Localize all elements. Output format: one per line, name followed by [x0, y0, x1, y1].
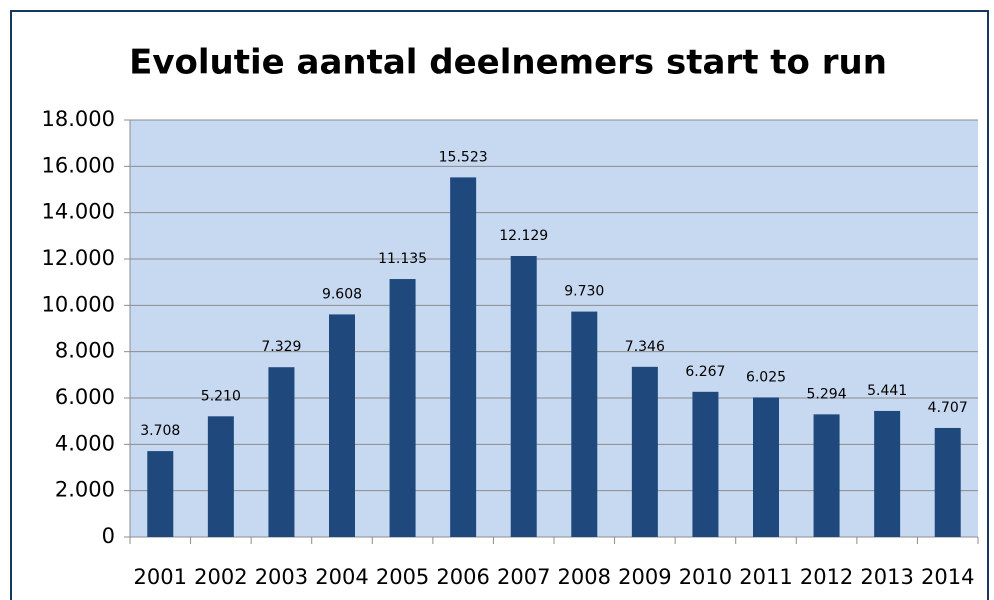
data-label: 6.267 [685, 364, 725, 380]
bar [510, 256, 537, 537]
x-tick-label: 2010 [679, 565, 732, 589]
x-tick-label: 2009 [618, 565, 671, 589]
data-label: 7.329 [261, 339, 301, 355]
x-tick-label: 2004 [315, 565, 368, 589]
x-tick-label: 2005 [376, 565, 429, 589]
chart-title: Evolutie aantal deelnemers start to run [129, 43, 887, 83]
plot-area [130, 120, 978, 537]
y-tick-label: 18.000 [42, 107, 115, 131]
y-tick-label: 12.000 [42, 246, 115, 270]
y-tick-label: 10.000 [42, 292, 115, 316]
x-tick-label: 2012 [800, 565, 853, 589]
bar [450, 177, 477, 537]
y-tick-label: 14.000 [42, 200, 115, 224]
data-label: 4.707 [928, 400, 968, 416]
bar [753, 397, 779, 537]
y-tick-label: 0 [102, 524, 115, 548]
bar [389, 279, 416, 537]
data-label: 12.129 [499, 228, 548, 244]
y-tick-label: 6.000 [55, 385, 115, 409]
data-label: 11.135 [378, 251, 427, 267]
data-label: 15.523 [439, 149, 488, 165]
x-tick-label: 2013 [860, 565, 913, 589]
y-tick-label: 2.000 [55, 478, 115, 502]
bar [268, 367, 295, 537]
y-tick-label: 16.000 [42, 153, 115, 177]
bar [934, 427, 961, 537]
bar [631, 366, 658, 537]
data-label: 3.708 [140, 423, 180, 439]
bar [147, 451, 174, 537]
data-label: 6.025 [746, 369, 786, 385]
y-tick-label: 8.000 [55, 339, 115, 363]
x-tick-label: 2014 [921, 565, 974, 589]
bar [813, 414, 840, 537]
bar [692, 391, 719, 537]
bar [207, 416, 234, 537]
x-tick-label: 2002 [194, 565, 247, 589]
y-tick-label: 4.000 [55, 431, 115, 455]
x-tick-label: 2001 [134, 565, 187, 589]
bar [329, 314, 355, 537]
x-tick-label: 2007 [497, 565, 550, 589]
chart-border [10, 10, 989, 600]
x-tick-label: 2006 [436, 565, 489, 589]
x-tick-label: 2008 [558, 565, 611, 589]
bar [571, 311, 598, 537]
x-tick-label: 2003 [255, 565, 308, 589]
data-label: 5.441 [867, 383, 907, 399]
data-label: 9.730 [564, 284, 604, 300]
data-label: 5.210 [201, 388, 241, 404]
data-label: 9.608 [322, 286, 362, 302]
x-tick-label: 2011 [739, 565, 792, 589]
data-label: 7.346 [625, 339, 665, 355]
data-label: 5.294 [807, 386, 847, 402]
bar [874, 410, 901, 537]
